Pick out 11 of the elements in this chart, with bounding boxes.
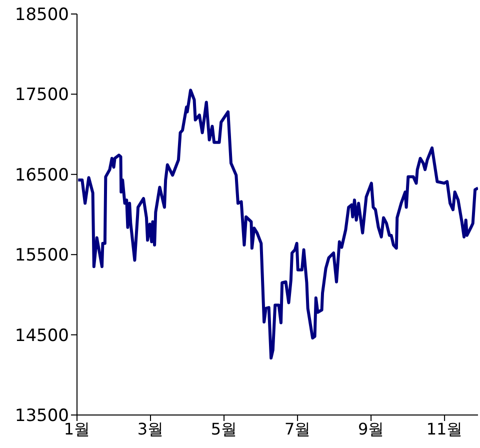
x-tick-label: 9월 bbox=[358, 419, 384, 438]
x-tick-label: 7월 bbox=[284, 419, 311, 438]
y-tick-label: 14500 bbox=[14, 326, 69, 346]
x-tick-label: 5월 bbox=[210, 419, 238, 438]
line-series bbox=[77, 88, 478, 360]
y-tick-label: 17500 bbox=[14, 85, 69, 106]
y-tick-label: 16500 bbox=[14, 165, 69, 186]
y-tick-label: 18500 bbox=[14, 5, 69, 26]
x-tick-label: 3월 bbox=[137, 419, 164, 438]
y-tick-label: 15500 bbox=[14, 246, 69, 266]
x-tick-label: 11월 bbox=[426, 419, 463, 438]
